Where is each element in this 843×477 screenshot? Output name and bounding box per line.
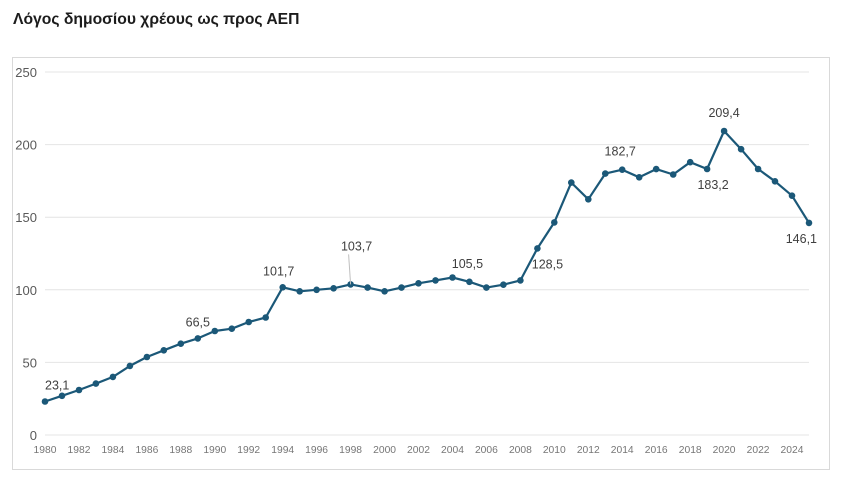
svg-text:2024: 2024 bbox=[781, 445, 804, 456]
svg-text:1992: 1992 bbox=[237, 445, 260, 456]
svg-text:103,7: 103,7 bbox=[341, 239, 372, 253]
svg-text:1988: 1988 bbox=[169, 445, 192, 456]
svg-text:1982: 1982 bbox=[68, 445, 91, 456]
svg-text:150: 150 bbox=[15, 210, 37, 225]
svg-text:1986: 1986 bbox=[135, 445, 158, 456]
svg-text:66,5: 66,5 bbox=[186, 315, 210, 329]
svg-text:2006: 2006 bbox=[475, 445, 498, 456]
svg-text:100: 100 bbox=[15, 283, 37, 298]
svg-text:250: 250 bbox=[15, 65, 37, 80]
svg-text:1980: 1980 bbox=[34, 445, 57, 456]
svg-text:146,1: 146,1 bbox=[786, 232, 817, 246]
svg-text:101,7: 101,7 bbox=[263, 264, 294, 278]
svg-text:2002: 2002 bbox=[407, 445, 430, 456]
svg-text:209,4: 209,4 bbox=[708, 106, 739, 120]
svg-text:2020: 2020 bbox=[713, 445, 736, 456]
svg-text:2014: 2014 bbox=[611, 445, 634, 456]
svg-text:0: 0 bbox=[30, 428, 37, 443]
svg-text:183,2: 183,2 bbox=[697, 178, 728, 192]
svg-text:105,5: 105,5 bbox=[452, 257, 483, 271]
svg-text:2004: 2004 bbox=[441, 445, 464, 456]
svg-text:23,1: 23,1 bbox=[45, 379, 69, 393]
svg-text:2010: 2010 bbox=[543, 445, 566, 456]
svg-text:1996: 1996 bbox=[305, 445, 328, 456]
svg-text:1998: 1998 bbox=[339, 445, 362, 456]
svg-text:2016: 2016 bbox=[645, 445, 668, 456]
svg-text:2000: 2000 bbox=[373, 445, 396, 456]
svg-text:128,5: 128,5 bbox=[532, 257, 563, 271]
svg-text:1994: 1994 bbox=[271, 445, 294, 456]
svg-text:1990: 1990 bbox=[203, 445, 226, 456]
svg-text:2022: 2022 bbox=[747, 445, 770, 456]
svg-text:1984: 1984 bbox=[101, 445, 124, 456]
svg-text:2012: 2012 bbox=[577, 445, 600, 456]
svg-text:2008: 2008 bbox=[509, 445, 532, 456]
svg-text:50: 50 bbox=[23, 355, 37, 370]
svg-text:2018: 2018 bbox=[679, 445, 702, 456]
svg-text:200: 200 bbox=[15, 138, 37, 153]
svg-text:182,7: 182,7 bbox=[605, 145, 636, 159]
